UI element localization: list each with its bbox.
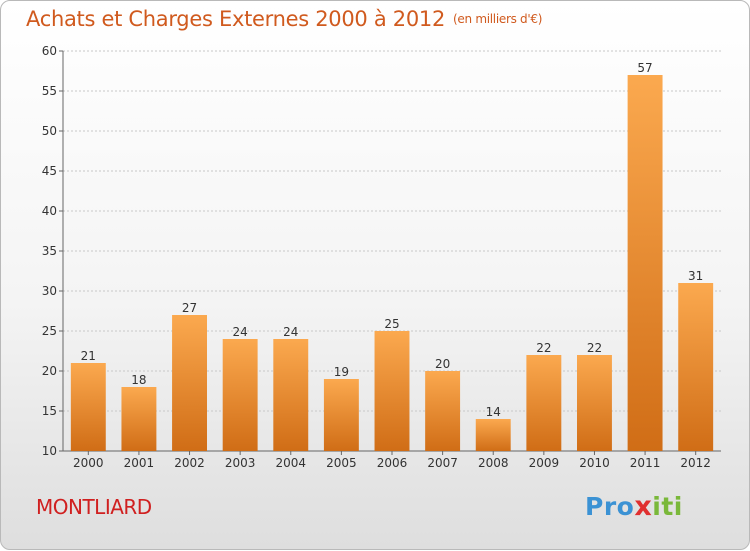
bars: [70, 75, 714, 451]
bar-value-label: 22: [536, 341, 551, 355]
bar: [475, 419, 511, 451]
bar: [576, 355, 612, 451]
y-tick-label: 55: [42, 84, 57, 98]
labels: 10 15 20 25 30 35 40 45 50 55 60 21 2000 18 2001 27 2002…: [42, 44, 711, 470]
x-tick-label: 2007: [427, 456, 458, 470]
bar-value-label: 31: [688, 269, 703, 283]
bar: [172, 315, 208, 451]
place-name: MONTLIARD: [36, 495, 152, 519]
x-tick-label: 2009: [529, 456, 560, 470]
y-tick-label: 15: [42, 404, 57, 418]
y-tick-label: 20: [42, 364, 57, 378]
y-tick-label: 45: [42, 164, 57, 178]
bar-value-label: 24: [283, 325, 298, 339]
bar: [121, 387, 157, 451]
y-tick-label: 30: [42, 284, 57, 298]
bar: [627, 75, 663, 451]
x-tick-label: 2004: [275, 456, 306, 470]
chart-title-text: Achats et Charges Externes 2000 à 2012: [26, 7, 446, 31]
x-tick-label: 2012: [680, 456, 711, 470]
x-tick-label: 2000: [73, 456, 104, 470]
bar-value-label: 57: [637, 61, 652, 75]
x-tick-label: 2008: [478, 456, 509, 470]
y-tick-label: 35: [42, 244, 57, 258]
logo-part-pro: Pro: [585, 492, 635, 521]
chart-units: (en milliers d'€): [453, 12, 543, 26]
x-tick-label: 2005: [326, 456, 357, 470]
x-tick-label: 2011: [630, 456, 661, 470]
bar-value-label: 20: [435, 357, 450, 371]
bar: [678, 283, 714, 451]
bar: [273, 339, 309, 451]
bar: [526, 355, 562, 451]
bar: [374, 331, 410, 451]
bar-value-label: 27: [182, 301, 197, 315]
y-tick-label: 50: [42, 124, 57, 138]
y-tick-label: 10: [42, 444, 57, 458]
bar-value-label: 24: [233, 325, 248, 339]
logo-part-x: x: [634, 491, 653, 522]
x-tick-label: 2001: [124, 456, 155, 470]
y-tick-label: 25: [42, 324, 57, 338]
bar-value-label: 25: [384, 317, 399, 331]
x-tick-label: 2003: [225, 456, 256, 470]
bar-value-label: 18: [131, 373, 146, 387]
y-tick-label: 60: [42, 44, 57, 58]
bar-value-label: 14: [486, 405, 501, 419]
x-tick-label: 2010: [579, 456, 610, 470]
bar: [323, 379, 359, 451]
x-tick-label: 2002: [174, 456, 205, 470]
chart-title: Achats et Charges Externes 2000 à 2012 (e…: [26, 7, 542, 31]
y-tick-label: 40: [42, 204, 57, 218]
bar-value-label: 22: [587, 341, 602, 355]
proxiti-logo[interactable]: Proxiti: [585, 491, 683, 522]
bar-value-label: 21: [81, 349, 96, 363]
bar-value-label: 19: [334, 365, 349, 379]
bar: [222, 339, 258, 451]
bar: [425, 371, 461, 451]
bar: [70, 363, 106, 451]
logo-part-iti: iti: [652, 492, 683, 521]
x-tick-label: 2006: [377, 456, 408, 470]
